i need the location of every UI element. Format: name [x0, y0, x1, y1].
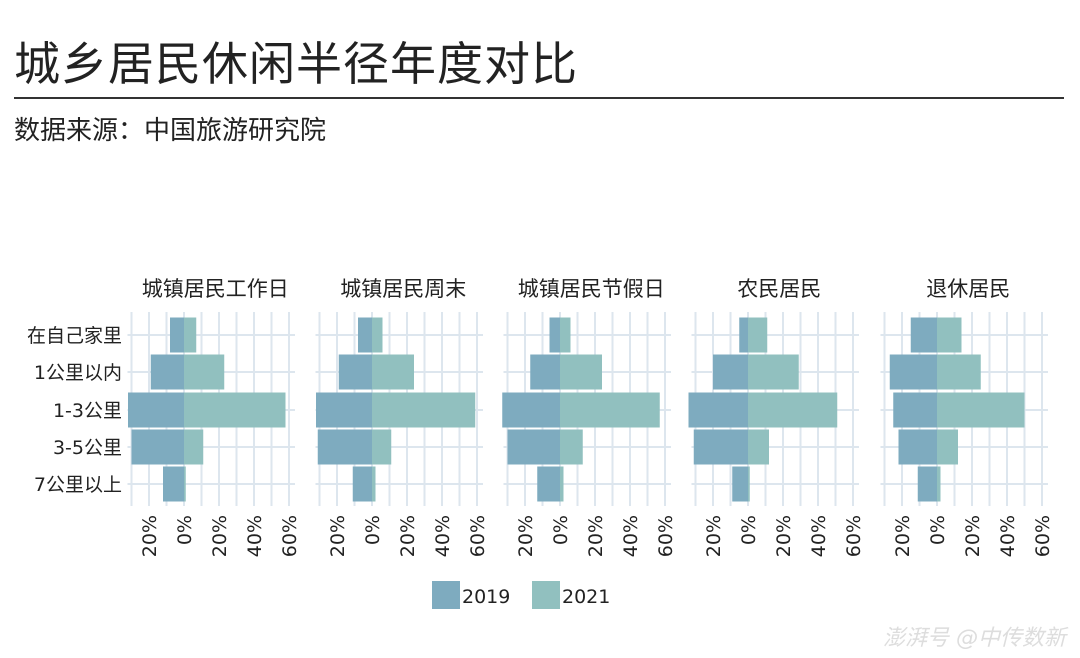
- bar-2019: [917, 466, 937, 502]
- legend-swatch-2019: [432, 581, 460, 609]
- bar-2021: [560, 354, 602, 390]
- x-tick-label: 20%: [962, 515, 984, 557]
- x-tick-label: 0%: [174, 515, 196, 545]
- watermark: 澎湃号 @中传数新: [883, 626, 1066, 651]
- x-tick-label: 0%: [362, 515, 384, 545]
- bar-2021: [748, 317, 768, 353]
- title-divider: [14, 97, 1064, 99]
- bar-2019: [150, 354, 184, 390]
- bar-2021: [184, 429, 204, 465]
- bar-2019: [693, 429, 748, 465]
- bar-2021: [937, 354, 981, 390]
- category-label: 1公里以内: [34, 362, 122, 384]
- x-tick-label: 0%: [550, 515, 572, 545]
- bar-2019: [530, 354, 560, 390]
- bar-2021: [372, 392, 476, 428]
- bar-2021: [748, 466, 750, 502]
- bar-2021: [560, 317, 571, 353]
- panel-title: 城镇居民周末: [340, 277, 466, 301]
- x-tick-label: 40%: [808, 515, 830, 557]
- x-tick-label: 60%: [467, 515, 489, 557]
- bar-2021: [560, 392, 660, 428]
- bar-2021: [748, 354, 799, 390]
- x-tick-label: 20%: [209, 515, 231, 557]
- x-tick-label: 40%: [997, 515, 1019, 557]
- x-tick-label: 40%: [244, 515, 266, 557]
- bar-2019: [316, 392, 372, 428]
- bar-2019: [893, 392, 937, 428]
- x-tick-label: 20%: [327, 515, 349, 557]
- bar-2021: [748, 392, 838, 428]
- bar-2019: [170, 317, 184, 353]
- bar-2019: [358, 317, 372, 353]
- bar-2019: [317, 429, 372, 465]
- x-tick-label: 20%: [515, 515, 537, 557]
- x-tick-label: 20%: [397, 515, 419, 557]
- bar-2019: [352, 466, 372, 502]
- panel-title: 城镇居民工作日: [142, 277, 289, 301]
- bar-2021: [937, 317, 962, 353]
- x-tick-label: 20%: [703, 515, 725, 557]
- x-tick-label: 20%: [139, 515, 161, 557]
- bar-2019: [338, 354, 372, 390]
- bar-2019: [739, 317, 748, 353]
- category-label: 1-3公里: [53, 400, 122, 422]
- bar-2019: [128, 392, 184, 428]
- bar-2019: [131, 429, 184, 465]
- chart-subtitle: 数据来源：中国旅游研究院: [14, 116, 327, 146]
- bar-2019: [537, 466, 560, 502]
- category-label: 3-5公里: [53, 437, 122, 459]
- bar-2021: [937, 466, 941, 502]
- bar-2019: [507, 429, 560, 465]
- bar-2019: [713, 354, 748, 390]
- legend-label-2019: 2019: [462, 586, 510, 608]
- bar-2021: [560, 466, 564, 502]
- bar-2021: [372, 466, 376, 502]
- x-tick-label: 20%: [773, 515, 795, 557]
- bar-2019: [163, 466, 184, 502]
- legend-swatch-2021: [532, 581, 560, 609]
- x-tick-label: 0%: [927, 515, 949, 545]
- bar-2021: [748, 429, 769, 465]
- x-tick-label: 20%: [892, 515, 914, 557]
- x-tick-label: 60%: [843, 515, 865, 557]
- x-tick-label: 40%: [620, 515, 642, 557]
- x-tick-label: 40%: [432, 515, 454, 557]
- chart-title: 城乡居民休闲半径年度对比: [14, 37, 578, 91]
- x-tick-label: 60%: [1032, 515, 1054, 557]
- bar-2021: [184, 354, 225, 390]
- category-label: 7公里以上: [34, 474, 122, 496]
- bar-2021: [560, 429, 583, 465]
- x-tick-label: 20%: [585, 515, 607, 557]
- bar-2019: [898, 429, 937, 465]
- legend-label-2021: 2021: [562, 586, 610, 608]
- bar-2021: [372, 429, 392, 465]
- bar-2019: [549, 317, 560, 353]
- bar-2021: [372, 317, 383, 353]
- bar-2019: [732, 466, 748, 502]
- x-tick-label: 60%: [655, 515, 677, 557]
- bar-2021: [184, 392, 286, 428]
- x-tick-label: 60%: [279, 515, 301, 557]
- panel-title: 退休居民: [926, 277, 1010, 301]
- bar-2021: [184, 466, 186, 502]
- bar-2021: [372, 354, 414, 390]
- panel-title: 农民居民: [737, 277, 821, 301]
- panel-title: 城镇居民节假日: [518, 277, 665, 301]
- bar-2021: [937, 429, 958, 465]
- bar-2019: [889, 354, 937, 390]
- x-tick-label: 0%: [738, 515, 760, 545]
- bar-2021: [184, 317, 197, 353]
- bar-2019: [502, 392, 560, 428]
- category-label: 在自己家里: [27, 325, 122, 347]
- bar-2019: [688, 392, 748, 428]
- bar-2021: [937, 392, 1025, 428]
- bar-2019: [910, 317, 937, 353]
